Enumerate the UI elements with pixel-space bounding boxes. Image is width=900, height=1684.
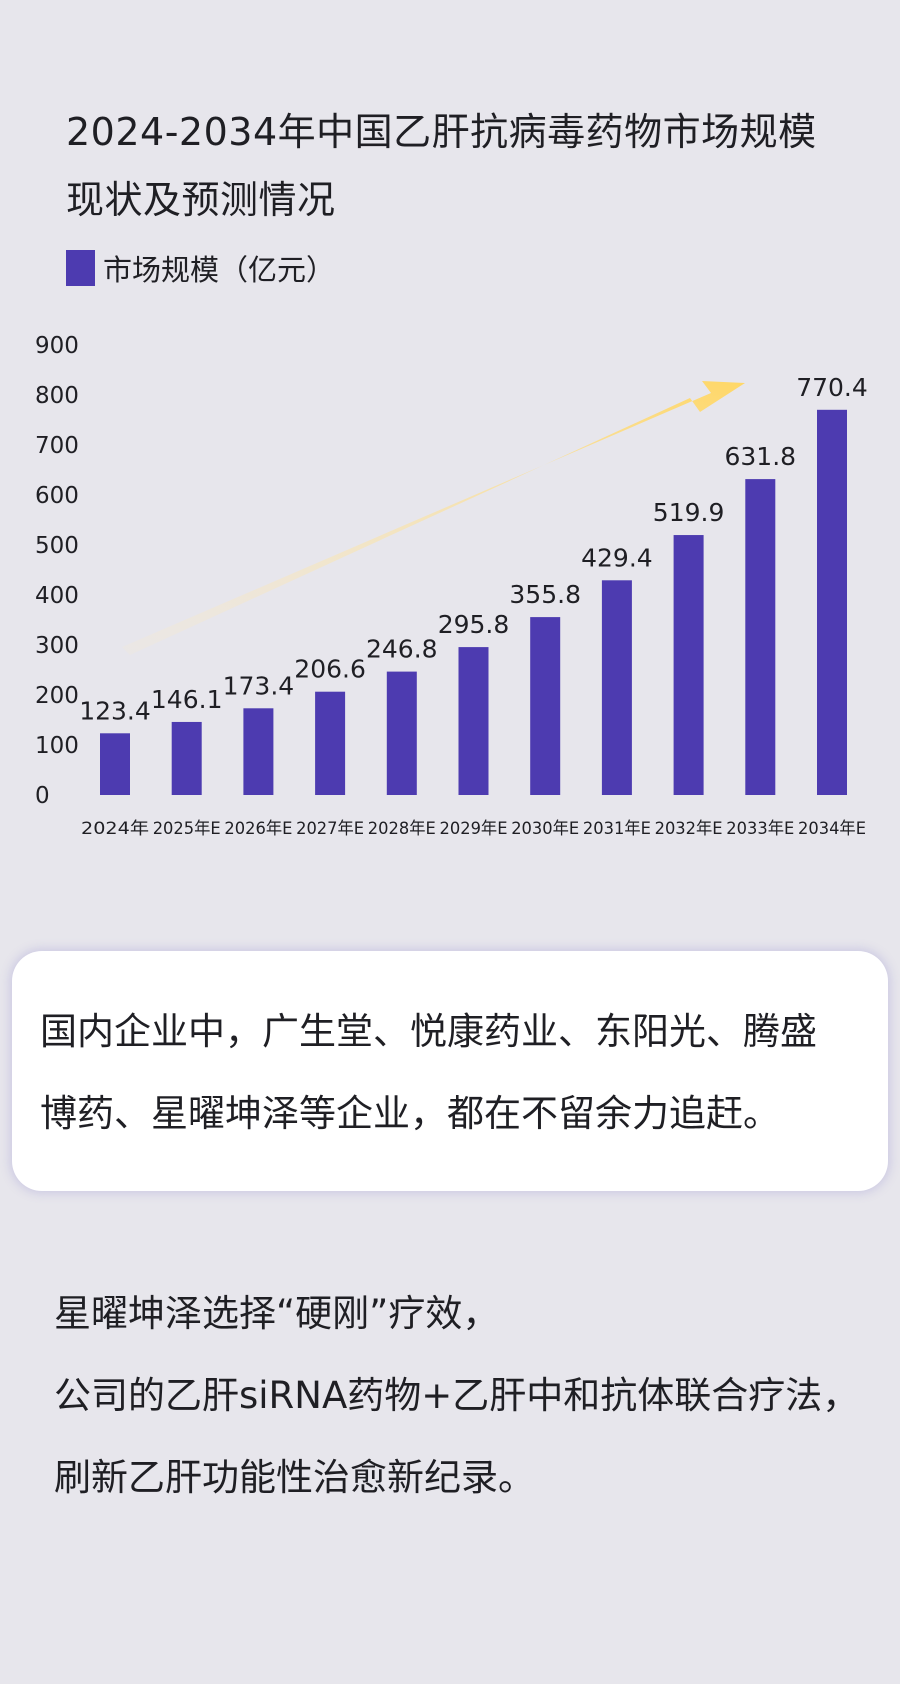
- y-tick-label: 200: [35, 683, 79, 709]
- body-paragraph-line-2: 公司的乙肝siRNA药物+乙肝中和抗体联合疗法，: [54, 1374, 860, 1417]
- bars: [100, 409, 847, 795]
- body-paragraph-line-3: 刷新乙肝功能性治愈新纪录。: [54, 1456, 535, 1499]
- bar-chart: 0 100 200 300 400 500 600 700 800 900 123.4 146.1 1…: [35, 333, 868, 839]
- x-tick-label: 2025年E: [153, 819, 221, 839]
- y-tick-label: 400: [35, 583, 79, 609]
- bar-value-label: 770.4: [796, 373, 868, 402]
- x-tick-label: 2027年E: [296, 819, 364, 839]
- bar: [386, 671, 417, 795]
- x-tick-label: 2024年: [81, 819, 149, 839]
- x-tick-label: 2031年E: [583, 819, 651, 839]
- bar: [530, 617, 561, 795]
- body-paragraph-line-1: 星曜坤泽选择“硬刚”疗效，: [54, 1292, 500, 1335]
- bar-value-label: 206.6: [294, 655, 366, 684]
- legend-label: 市场规模（亿元）: [103, 253, 336, 287]
- bar: [817, 409, 847, 795]
- bar: [100, 733, 130, 795]
- bar-value-label: 246.8: [366, 635, 438, 664]
- bar-value-label: 631.8: [725, 442, 797, 471]
- bar-value-label: 173.4: [223, 671, 295, 700]
- x-tick-label: 2034年E: [798, 819, 866, 839]
- chart-title: 2024-2034年中国乙肝抗病毒药物市场规模 现状及预测情况: [66, 98, 866, 234]
- x-tick-label: 2029年E: [440, 819, 508, 839]
- chart-title-line-2: 现状及预测情况: [66, 178, 336, 222]
- chart-legend: 市场规模（亿元）: [66, 250, 336, 287]
- bar: [315, 691, 346, 795]
- bar: [171, 721, 202, 795]
- y-tick-label: 500: [35, 533, 79, 559]
- bar-value-label: 146.1: [151, 685, 223, 714]
- body-paragraph: 星曜坤泽选择“硬刚”疗效， 公司的乙肝siRNA药物+乙肝中和抗体联合疗法， 刷…: [54, 1273, 894, 1519]
- y-tick-label: 100: [35, 733, 79, 759]
- x-tick-label: 2033年E: [726, 819, 794, 839]
- y-tick-label: 600: [35, 483, 79, 509]
- x-tick-label: 2026年E: [224, 819, 292, 839]
- bar: [243, 708, 274, 795]
- bar-value-label: 123.4: [79, 696, 151, 725]
- bar: [745, 479, 776, 795]
- x-tick-label: 2030年E: [511, 819, 579, 839]
- y-tick-label: 900: [35, 333, 79, 359]
- y-tick-label: 300: [35, 633, 79, 659]
- legend-swatch: [66, 250, 95, 286]
- x-tick-label: 2028年E: [368, 819, 436, 839]
- info-card-line-2: 博药、星曜坤泽等企业，都在不留余力追赶。: [40, 1092, 780, 1135]
- x-axis: 2024年 2025年E 2026年E 2027年E 2028年E 2029年E 2030年…: [81, 819, 866, 839]
- bar: [673, 535, 704, 795]
- bar: [601, 580, 632, 795]
- x-tick-label: 2032年E: [655, 819, 723, 839]
- y-tick-label: 800: [35, 383, 79, 409]
- info-card: 国内企业中，广生堂、悦康药业、东阳光、腾盛 博药、星曜坤泽等企业，都在不留余力追…: [12, 951, 888, 1191]
- y-tick-label: 0: [35, 783, 50, 809]
- trend-arrow: [122, 381, 745, 655]
- bar-value-label: 355.8: [509, 580, 581, 609]
- y-axis: 0 100 200 300 400 500 600 700 800 900: [35, 333, 79, 809]
- info-card-line-1: 国内企业中，广生堂、悦康药业、东阳光、腾盛: [40, 1010, 817, 1053]
- info-card-text: 国内企业中，广生堂、悦康药业、东阳光、腾盛 博药、星曜坤泽等企业，都在不留余力追…: [40, 991, 880, 1155]
- chart-title-line-1: 2024-2034年中国乙肝抗病毒药物市场规模: [66, 110, 817, 154]
- bar: [458, 647, 489, 795]
- bar-value-label: 519.9: [653, 498, 725, 527]
- y-tick-label: 700: [35, 433, 79, 459]
- value-labels: 123.4 146.1 173.4206.6246.8295.8355.8429.4…: [79, 373, 868, 726]
- bar-value-label: 295.8: [438, 610, 510, 639]
- bar-value-label: 429.4: [581, 543, 653, 572]
